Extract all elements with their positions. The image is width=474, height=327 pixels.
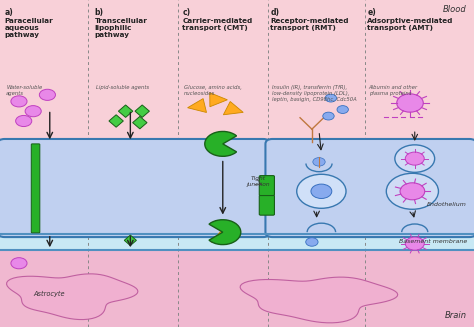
FancyBboxPatch shape bbox=[259, 176, 274, 196]
Text: Basement membrane: Basement membrane bbox=[399, 239, 467, 245]
Circle shape bbox=[405, 152, 424, 165]
Wedge shape bbox=[205, 131, 237, 156]
Circle shape bbox=[400, 183, 425, 200]
Text: a): a) bbox=[5, 8, 13, 17]
FancyBboxPatch shape bbox=[0, 139, 270, 237]
Text: Receptor-mediated
transport (RMT): Receptor-mediated transport (RMT) bbox=[270, 18, 349, 31]
Polygon shape bbox=[135, 105, 149, 117]
Wedge shape bbox=[209, 220, 241, 245]
Circle shape bbox=[39, 89, 55, 100]
Text: Transcellular
lipophilic
pathway: Transcellular lipophilic pathway bbox=[95, 18, 148, 39]
Text: Lipid-soluble agents: Lipid-soluble agents bbox=[96, 85, 149, 90]
FancyBboxPatch shape bbox=[259, 195, 274, 215]
Text: Endothelium: Endothelium bbox=[427, 202, 467, 207]
Bar bbox=[0, 250, 474, 327]
Polygon shape bbox=[109, 115, 123, 127]
Text: Carrier-mediated
transport (CMT): Carrier-mediated transport (CMT) bbox=[182, 18, 253, 31]
Text: Glucose, amino acids,
nucleosides: Glucose, amino acids, nucleosides bbox=[184, 85, 242, 96]
Text: b): b) bbox=[95, 8, 104, 17]
Circle shape bbox=[323, 112, 334, 120]
Text: c): c) bbox=[182, 8, 191, 17]
Text: Albumin and other
plasma proteins: Albumin and other plasma proteins bbox=[369, 85, 418, 96]
Polygon shape bbox=[7, 274, 138, 319]
Polygon shape bbox=[118, 105, 133, 117]
Circle shape bbox=[16, 115, 32, 127]
Text: d): d) bbox=[270, 8, 279, 17]
Polygon shape bbox=[210, 93, 228, 107]
Text: Water-soluble
agents: Water-soluble agents bbox=[6, 85, 42, 96]
Polygon shape bbox=[211, 232, 229, 242]
Circle shape bbox=[395, 145, 435, 172]
Circle shape bbox=[306, 238, 318, 246]
Circle shape bbox=[313, 158, 325, 166]
Circle shape bbox=[297, 174, 346, 208]
Bar bbox=[0, 234, 474, 250]
Polygon shape bbox=[188, 99, 207, 112]
Circle shape bbox=[397, 94, 423, 112]
Circle shape bbox=[311, 184, 332, 198]
Text: e): e) bbox=[367, 8, 376, 17]
Text: Blood: Blood bbox=[443, 5, 467, 14]
Circle shape bbox=[386, 173, 438, 209]
Circle shape bbox=[25, 106, 41, 117]
Circle shape bbox=[405, 237, 424, 250]
Polygon shape bbox=[240, 277, 398, 323]
FancyBboxPatch shape bbox=[31, 144, 40, 233]
Text: Adsorptive-mediated
transport (AMT): Adsorptive-mediated transport (AMT) bbox=[367, 18, 454, 31]
Text: Tight
junction: Tight junction bbox=[246, 176, 270, 187]
Circle shape bbox=[325, 94, 337, 102]
Polygon shape bbox=[124, 235, 137, 246]
Text: Insulin (IR), transferrin (TfR),
low-density lipoprotein (LDL),
leptin, basigin,: Insulin (IR), transferrin (TfR), low-den… bbox=[272, 85, 356, 102]
Polygon shape bbox=[133, 116, 147, 129]
Text: Brain: Brain bbox=[445, 311, 467, 320]
Circle shape bbox=[11, 96, 27, 107]
Text: Astrocyte: Astrocyte bbox=[33, 291, 65, 297]
Circle shape bbox=[11, 258, 27, 269]
Polygon shape bbox=[223, 101, 243, 115]
Text: Paracellular
aqueous
pathway: Paracellular aqueous pathway bbox=[5, 18, 54, 39]
Circle shape bbox=[337, 106, 348, 113]
FancyBboxPatch shape bbox=[265, 139, 474, 237]
Bar bbox=[0, 142, 474, 234]
Bar bbox=[0, 0, 474, 142]
